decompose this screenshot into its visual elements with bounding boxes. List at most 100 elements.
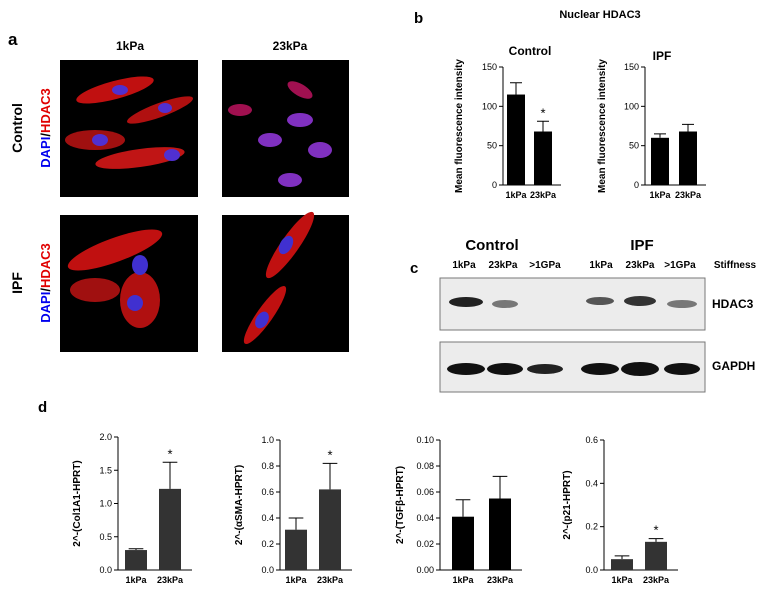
error-bar	[537, 120, 549, 132]
x-tick-label: 1kPa	[505, 190, 527, 200]
panel-label: d	[38, 399, 47, 416]
y-tick-label: 0.10	[416, 435, 434, 445]
y-tick-label: 0.4	[261, 513, 274, 523]
chart-title: Control	[509, 44, 552, 58]
bar	[489, 498, 511, 570]
bar	[319, 489, 341, 570]
error-bar	[162, 461, 178, 489]
error-bar	[682, 123, 694, 132]
chart-title: IPF	[653, 49, 672, 63]
bar	[645, 541, 667, 570]
stain-label: DAPI/HDAC3	[38, 88, 53, 167]
lane-label: 23kPa	[626, 260, 655, 271]
y-tick-label: 0	[634, 180, 639, 190]
bar	[285, 529, 307, 570]
error-bar	[455, 499, 471, 517]
lane-label: 23kPa	[489, 260, 518, 271]
stain: /	[38, 288, 53, 292]
lane-label: 1kPa	[589, 260, 613, 271]
bar	[534, 131, 552, 185]
y-tick-label: 150	[624, 62, 639, 72]
error-bar	[654, 133, 666, 138]
stain: DAPI	[38, 137, 53, 168]
stain-label: DAPI/HDAC3	[38, 243, 53, 322]
significance: *	[327, 447, 332, 462]
y-tick-label: 2.0	[99, 432, 112, 442]
column-label: 23kPa	[273, 39, 308, 53]
bar	[159, 488, 181, 570]
micrograph	[222, 60, 349, 197]
micrograph	[222, 211, 349, 352]
error-bar	[648, 538, 664, 542]
lane-label: >1GPa	[664, 260, 696, 271]
row-label: Control	[9, 103, 25, 153]
y-axis-label: 2^-(Col1A1-HPRT)	[72, 460, 83, 546]
bar	[125, 550, 147, 570]
group-label: Control	[465, 237, 518, 254]
x-tick-label: 1kPa	[285, 575, 307, 585]
x-tick-label: 23kPa	[317, 575, 344, 585]
bar	[611, 559, 633, 570]
stain: HDAC3	[38, 243, 53, 288]
y-tick-label: 0.0	[261, 565, 274, 575]
group-label: IPF	[630, 237, 653, 254]
error-bar	[510, 82, 522, 95]
y-tick-label: 1.0	[99, 499, 112, 509]
x-tick-label: 23kPa	[530, 190, 557, 200]
x-tick-label: 23kPa	[157, 575, 184, 585]
panel-label: b	[414, 10, 423, 27]
y-axis-label: 2^-(p21-HPRT)	[562, 470, 573, 539]
y-tick-label: 100	[624, 101, 639, 111]
y-tick-label: 0.5	[99, 532, 112, 542]
significance: *	[540, 105, 545, 120]
row-label: IPF	[9, 272, 25, 294]
panel-label: c	[410, 260, 418, 277]
band-label: GAPDH	[712, 359, 755, 373]
axis-label: Stiffness	[714, 260, 757, 271]
blot	[439, 341, 706, 393]
significance: *	[167, 446, 172, 461]
panel-label: a	[8, 30, 18, 49]
micrograph	[60, 60, 198, 197]
x-tick-label: 23kPa	[675, 190, 702, 200]
y-tick-label: 0.8	[261, 461, 274, 471]
y-tick-label: 0.08	[416, 461, 434, 471]
y-tick-label: 0.0	[585, 565, 598, 575]
x-tick-label: 1kPa	[611, 575, 633, 585]
y-axis-label: Mean fluorescence intensity	[454, 59, 465, 193]
stain: DAPI	[38, 292, 53, 323]
y-tick-label: 0.00	[416, 565, 434, 575]
y-tick-label: 50	[487, 141, 497, 151]
y-tick-label: 100	[482, 101, 497, 111]
x-tick-label: 1kPa	[452, 575, 474, 585]
y-tick-label: 1.0	[261, 435, 274, 445]
x-tick-label: 23kPa	[643, 575, 670, 585]
y-tick-label: 0.0	[99, 565, 112, 575]
micrograph	[60, 215, 198, 352]
y-tick-label: 150	[482, 62, 497, 72]
bar	[452, 516, 474, 570]
bar	[679, 131, 697, 185]
y-tick-label: 0.02	[416, 539, 434, 549]
y-tick-label: 0	[492, 180, 497, 190]
x-tick-label: 1kPa	[649, 190, 671, 200]
band-label: HDAC3	[712, 297, 754, 311]
y-tick-label: 1.5	[99, 465, 112, 475]
y-tick-label: 0.04	[416, 513, 434, 523]
error-bar	[288, 517, 304, 530]
column-label: 1kPa	[116, 39, 144, 53]
bar	[651, 137, 669, 185]
lane-label: >1GPa	[529, 260, 561, 271]
y-tick-label: 50	[629, 141, 639, 151]
error-bar	[322, 462, 338, 490]
y-tick-label: 0.06	[416, 487, 434, 497]
y-tick-label: 0.4	[585, 478, 598, 488]
stain: HDAC3	[38, 88, 53, 133]
error-bar	[614, 555, 630, 560]
error-bar	[492, 475, 508, 499]
significance: *	[653, 523, 658, 538]
x-tick-label: 1kPa	[125, 575, 147, 585]
bar	[507, 94, 525, 185]
